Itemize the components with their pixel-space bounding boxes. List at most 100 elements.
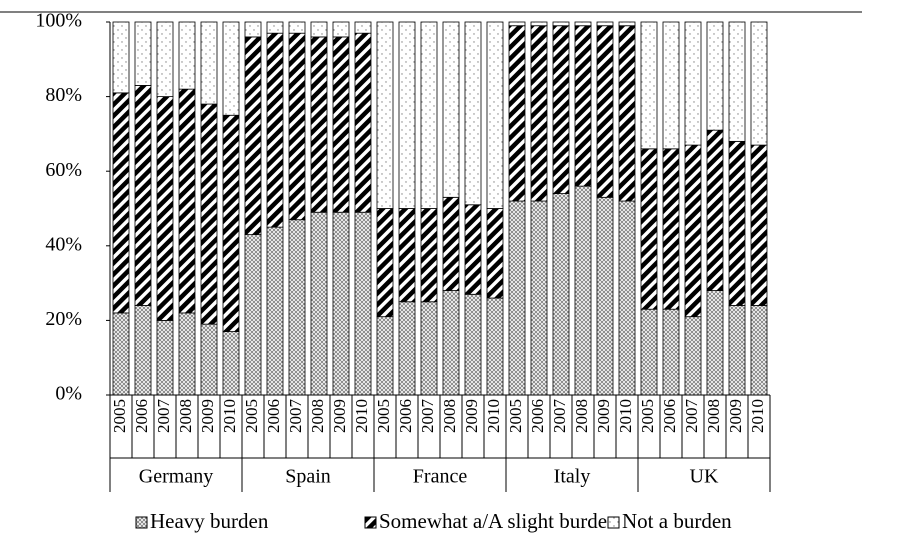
x-tick-label: 2009 bbox=[462, 399, 481, 433]
x-tick-label: 2009 bbox=[726, 399, 745, 433]
x-tick-label: 2008 bbox=[572, 399, 591, 433]
x-tick-label: 2009 bbox=[330, 399, 349, 433]
bar-segment bbox=[750, 21, 768, 146]
bar-segment bbox=[574, 25, 592, 187]
bar-segment bbox=[398, 21, 416, 209]
bar-segment bbox=[134, 21, 152, 86]
bar-segment bbox=[618, 21, 636, 27]
x-tick-label: 2010 bbox=[748, 399, 767, 433]
bar-segment bbox=[244, 234, 262, 396]
x-tick-label: 2007 bbox=[682, 399, 701, 434]
bar-segment bbox=[200, 21, 218, 105]
y-tick-label: 60% bbox=[45, 159, 82, 181]
x-tick-label: 2006 bbox=[396, 399, 415, 433]
bar-segment bbox=[640, 21, 658, 150]
bar-segment bbox=[684, 316, 702, 396]
x-tick-label: 2005 bbox=[506, 399, 525, 433]
x-tick-label: 2008 bbox=[308, 399, 327, 433]
bar-segment bbox=[530, 21, 548, 27]
legend-label: Somewhat a/A slight burden bbox=[379, 509, 618, 533]
group-label: Italy bbox=[554, 466, 591, 488]
bar-segment bbox=[706, 21, 724, 131]
legend-label: Not a burden bbox=[622, 509, 732, 533]
bar-segment bbox=[530, 200, 548, 396]
bar-segment bbox=[354, 211, 372, 396]
x-tick-label: 2007 bbox=[286, 399, 305, 434]
bar-segment bbox=[134, 305, 152, 396]
bar-segment bbox=[486, 297, 504, 396]
bar-segment bbox=[728, 140, 746, 306]
bar-segment bbox=[750, 305, 768, 396]
bar-segment bbox=[464, 293, 482, 396]
bar-segment bbox=[288, 32, 306, 221]
bar-segment bbox=[332, 21, 350, 38]
bar-segment bbox=[662, 21, 680, 150]
bar-segment bbox=[178, 312, 196, 396]
bar-segment bbox=[156, 96, 174, 321]
bar-segment bbox=[596, 25, 614, 198]
bar-segment bbox=[310, 36, 328, 213]
x-tick-label: 2005 bbox=[374, 399, 393, 433]
x-tick-label: 2005 bbox=[242, 399, 261, 433]
bar-segment bbox=[684, 144, 702, 318]
bar-segment bbox=[552, 193, 570, 396]
bar-segment bbox=[684, 21, 702, 146]
bar-segment bbox=[266, 21, 284, 34]
bar-segment bbox=[420, 21, 438, 209]
bar-segment bbox=[288, 219, 306, 396]
bar-segment bbox=[156, 319, 174, 396]
bar-segment bbox=[398, 208, 416, 303]
bar-segment bbox=[332, 36, 350, 213]
bar-segment bbox=[244, 36, 262, 236]
bar-segment bbox=[310, 211, 328, 396]
bar-segment bbox=[464, 204, 482, 295]
bar-segment bbox=[244, 21, 262, 38]
bar-segment bbox=[178, 88, 196, 314]
bar-segment bbox=[486, 208, 504, 299]
bar-segment bbox=[442, 21, 460, 198]
bar-segment bbox=[112, 92, 130, 314]
bar-segment bbox=[200, 323, 218, 396]
x-tick-label: 2007 bbox=[418, 399, 437, 434]
bar-segment bbox=[596, 196, 614, 396]
x-tick-label: 2006 bbox=[660, 399, 679, 433]
x-tick-label: 2007 bbox=[154, 399, 173, 434]
group-label: France bbox=[413, 466, 468, 488]
bar-segment bbox=[112, 312, 130, 396]
bar-segment bbox=[706, 290, 724, 396]
bar-segment bbox=[376, 208, 394, 318]
bar-segment bbox=[178, 21, 196, 90]
bar-segment bbox=[640, 308, 658, 396]
bar-segment bbox=[596, 21, 614, 27]
bar-segment bbox=[662, 308, 680, 396]
x-tick-label: 2006 bbox=[132, 399, 151, 433]
y-tick-label: 40% bbox=[45, 233, 82, 255]
y-tick-label: 80% bbox=[45, 84, 82, 106]
bar-segment bbox=[574, 21, 592, 27]
bar-segment bbox=[112, 21, 130, 94]
bar-segment bbox=[376, 21, 394, 209]
bar-segment bbox=[508, 25, 526, 202]
bar-segment bbox=[728, 21, 746, 142]
bar-segment bbox=[222, 114, 240, 332]
bar-segment bbox=[618, 200, 636, 396]
x-tick-label: 2010 bbox=[484, 399, 503, 433]
bar-segment bbox=[310, 21, 328, 38]
y-tick-label: 20% bbox=[45, 308, 82, 330]
group-label: Spain bbox=[285, 466, 331, 488]
bar-segment bbox=[420, 301, 438, 396]
bar-segment bbox=[508, 21, 526, 27]
bar-segment bbox=[552, 25, 570, 194]
legend-swatch bbox=[135, 516, 148, 529]
bar-segment bbox=[508, 200, 526, 396]
bar-segment bbox=[662, 148, 680, 310]
x-tick-label: 2010 bbox=[616, 399, 635, 433]
x-tick-label: 2006 bbox=[264, 399, 283, 433]
x-tick-label: 2009 bbox=[594, 399, 613, 433]
bar-segment bbox=[486, 21, 504, 209]
bar-segment bbox=[288, 21, 306, 34]
x-tick-label: 2008 bbox=[176, 399, 195, 433]
bar-segment bbox=[640, 148, 658, 310]
bar-segment bbox=[332, 211, 350, 396]
